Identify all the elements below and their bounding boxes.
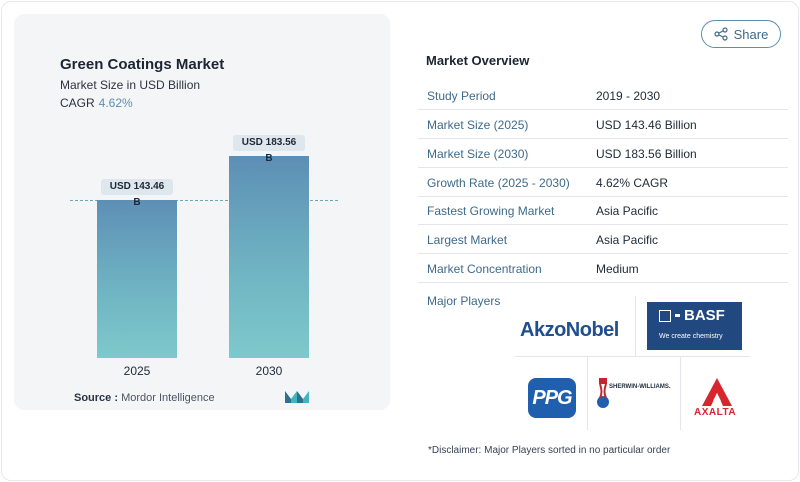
logo-grid-divider: [680, 356, 681, 430]
x-tick-2025: 2025: [123, 364, 151, 378]
source-value: Mordor Intelligence: [121, 392, 215, 404]
overview-key: Fastest Growing Market: [427, 204, 555, 218]
overview-key: Market Concentration: [427, 262, 542, 276]
overview-row: Study Period 2019 - 2030: [418, 81, 788, 110]
overview-value: 2019 - 2030: [596, 89, 661, 103]
ppg-name: PPG: [532, 386, 572, 409]
source-label: Source :: [74, 392, 119, 404]
major-players-label: Major Players: [427, 294, 501, 308]
share-label: Share: [733, 26, 769, 42]
bar-2030: [229, 156, 309, 358]
overview-row: Growth Rate (2025 - 2030) 4.62% CAGR: [418, 168, 788, 197]
chart-subtitle: Market Size in USD Billion: [60, 78, 201, 92]
axalta-name: AXALTA: [694, 407, 737, 418]
overview-key: Growth Rate (2025 - 2030): [427, 176, 570, 190]
cagr-label: CAGR: [60, 96, 95, 110]
cagr-value: 4.62%: [98, 96, 133, 110]
overview-value: 4.62% CAGR: [596, 176, 669, 190]
basf-dash-icon: [675, 314, 680, 317]
overview-value: USD 143.46 Billion: [596, 118, 697, 132]
logo-grid-divider: [515, 356, 750, 357]
sherwin-williams-name: SHERWIN-WILLIAMS.: [609, 384, 671, 390]
overview-key: Market Size (2030): [427, 147, 529, 161]
share-button[interactable]: Share: [701, 20, 781, 48]
overview-row: Fastest Growing Market Asia Pacific: [418, 196, 788, 225]
overview-value: Asia Pacific: [596, 204, 659, 218]
chart-card: [14, 14, 390, 410]
globe-paint-icon: [597, 378, 609, 408]
basf-square-icon: [659, 310, 671, 322]
source-line: Source : Mordor Intelligence: [74, 392, 215, 404]
disclaimer: *Disclaimer: Major Players sorted in no …: [428, 445, 671, 456]
overview-row: Largest Market Asia Pacific: [418, 225, 788, 254]
overview-row: Market Concentration Medium: [418, 254, 788, 283]
overview-key: Largest Market: [427, 233, 508, 247]
overview-key: Study Period: [427, 89, 496, 103]
mordor-intelligence-logo-icon: [285, 391, 309, 403]
overview-key: Market Size (2025): [427, 118, 529, 132]
bar-2025: [97, 200, 177, 358]
akzonobel-logo: AkzoNobel: [520, 319, 619, 341]
overview-row: Market Size (2025) USD 143.46 Billion: [418, 110, 788, 139]
axalta-a-icon: [702, 378, 732, 406]
share-icon: [714, 27, 728, 41]
overview-value: USD 183.56 Billion: [596, 147, 697, 161]
bar-value-label-2025: USD 143.46 B: [101, 179, 173, 208]
bar-value-label-2030: USD 183.56 B: [233, 135, 305, 164]
cagr-line: CAGR 4.62%: [60, 96, 133, 110]
overview-value: Medium: [596, 262, 639, 276]
ppg-logo: PPG: [528, 378, 576, 418]
reference-dashed-line: [70, 200, 338, 202]
overview-value: Asia Pacific: [596, 233, 659, 247]
sherwin-williams-logo: SHERWIN-WILLIAMS.: [595, 374, 675, 420]
basf-name: BASF: [684, 307, 725, 324]
basf-tagline: We create chemistry: [659, 333, 723, 340]
logo-grid-divider: [635, 296, 636, 356]
basf-logo: BASF We create chemistry: [647, 302, 742, 350]
overview-title: Market Overview: [426, 53, 530, 68]
x-tick-2030: 2030: [255, 364, 283, 378]
chart-title: Green Coatings Market: [60, 56, 225, 73]
overview-row: Market Size (2030) USD 183.56 Billion: [418, 139, 788, 168]
axalta-logo: AXALTA: [692, 378, 742, 422]
logo-grid-divider: [587, 356, 588, 430]
